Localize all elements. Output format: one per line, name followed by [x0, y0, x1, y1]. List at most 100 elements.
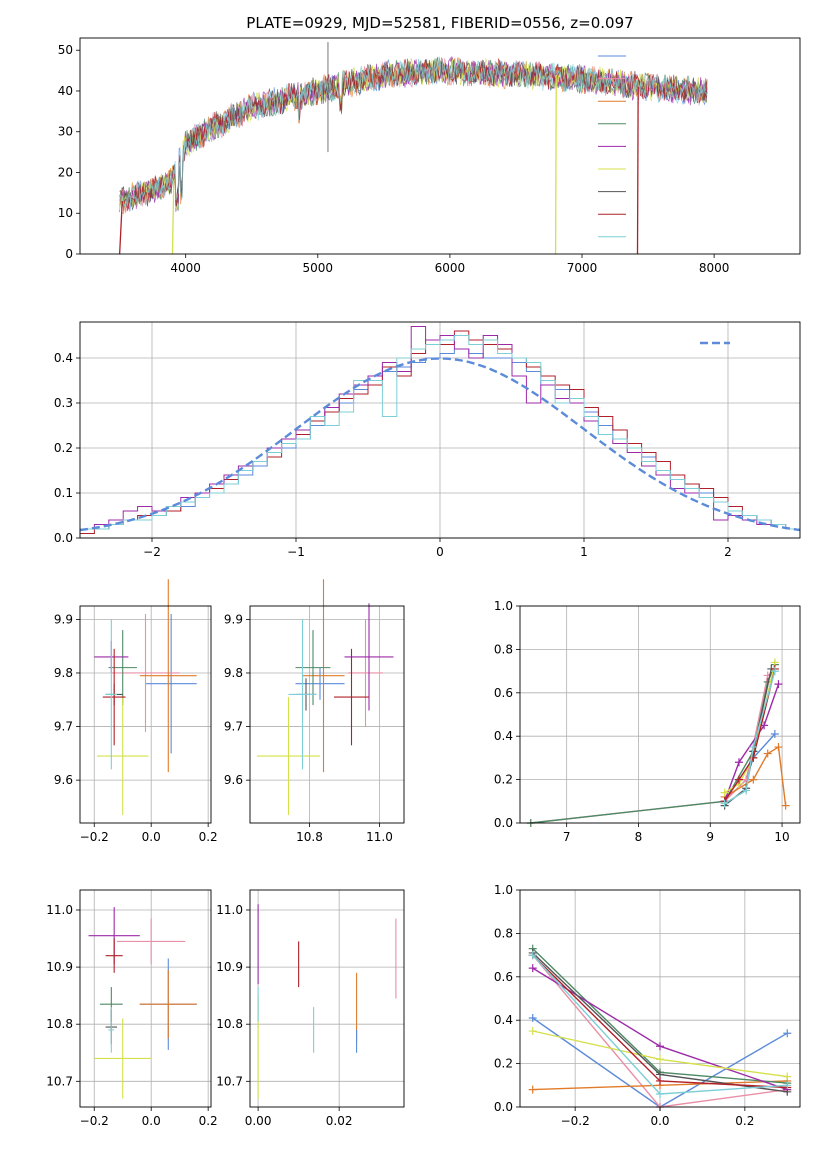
x-tick-label: −0.2 — [80, 830, 109, 844]
y-tick-label: 9.6 — [54, 773, 73, 787]
y-tick-label: 0.8 — [494, 642, 513, 656]
weight-marker — [783, 1029, 792, 1038]
x-tick-label: 0.0 — [142, 1114, 161, 1128]
weight-marker — [734, 758, 743, 767]
mass_vs_Z-plot-area — [88, 907, 197, 1099]
y-tick-label: 0.8 — [494, 926, 513, 940]
x-tick-label: 0.0 — [142, 830, 161, 844]
weight-marker — [749, 775, 758, 784]
x-tick-label: 10.8 — [296, 830, 323, 844]
spectrum-plot-area — [118, 42, 708, 255]
x-tick-label: 7 — [563, 830, 571, 844]
errorbar-chabrier_elodie — [108, 630, 137, 706]
mass_vs_ebv-frame — [249, 889, 405, 1108]
age_vs_mass-frame — [249, 605, 405, 824]
weight-line — [724, 670, 776, 805]
weight_vs_Z-axes: −0.2 0.0 0.2 0.0 0.2 0.4 0.6 0.8 1.0 — [494, 883, 801, 1128]
spectrum-title: PLATE=0929, MJD=52581, FIBERID=0556, z=0… — [246, 14, 633, 32]
residuals-panel: −2 −1 0 1 2 0.0 0.1 0.2 0.3 0.4 — [54, 321, 801, 559]
age_vs_mass-panel: 10.8 11.0 9.6 9.7 9.8 9.9 — [224, 579, 405, 844]
y-tick-label: 10.8 — [216, 1017, 243, 1031]
y-tick-label: 10.9 — [216, 960, 243, 974]
y-tick-label: 0.0 — [494, 816, 513, 830]
age_vs_Z-frame — [79, 605, 212, 824]
spectrum-axes: 4000 5000 6000 7000 8000 0 10 20 30 40 50 — [58, 37, 801, 275]
x-tick-label: 10 — [774, 830, 789, 844]
mass_vs_Z-panel: −0.2 0.0 0.2 10.7 10.8 10.9 11.0 — [46, 889, 218, 1128]
y-tick-label: 9.8 — [54, 666, 73, 680]
x-tick-label: −1 — [287, 545, 305, 559]
y-tick-label: 10.8 — [46, 1017, 73, 1031]
errorbar-salpeter_stelib — [334, 648, 369, 746]
y-tick-label: 11.0 — [216, 903, 243, 917]
spectrum-drop-salpeter_stelib — [118, 200, 123, 255]
x-tick-label: 8000 — [699, 261, 730, 275]
weight-marker — [742, 786, 751, 795]
y-tick-label: 9.9 — [54, 612, 73, 626]
x-tick-label: 0.2 — [199, 1114, 218, 1128]
x-tick-label: 0.0 — [650, 1114, 669, 1128]
errorbar-salpeter_miles — [348, 619, 383, 727]
mass_vs_ebv-panel: 0.00 0.02 10.7 10.8 10.9 11.0 — [216, 889, 405, 1128]
residuals-plot-area — [79, 326, 801, 538]
x-tick-label: 0 — [436, 545, 444, 559]
weight-marker — [656, 1089, 664, 1098]
weight-marker — [770, 730, 779, 739]
y-tick-label: 0.4 — [54, 351, 73, 365]
errorbar-salpeter_elodie — [344, 603, 394, 711]
y-tick-label: 0.4 — [494, 1013, 513, 1027]
y-tick-label: 10.7 — [216, 1074, 243, 1088]
errorbar-kroupa_miles — [139, 969, 197, 1039]
weight-marker — [770, 667, 779, 676]
weight-marker — [749, 743, 758, 752]
x-tick-label: 0.2 — [735, 1114, 754, 1128]
y-tick-label: 0.2 — [494, 1057, 513, 1071]
y-tick-label: 9.9 — [224, 612, 243, 626]
age_vs_Z-plot-area — [94, 579, 197, 815]
errorbar-kroupa_stelib — [108, 1007, 115, 1053]
x-tick-label: 0.02 — [326, 1114, 353, 1128]
weight-marker — [774, 680, 783, 689]
errorbar-salpeter_stelib — [105, 938, 123, 973]
weight-marker — [720, 788, 729, 797]
y-tick-label: 0.2 — [54, 441, 73, 455]
age_vs_mass-axes: 10.8 11.0 9.6 9.7 9.8 9.9 — [224, 605, 405, 844]
y-tick-label: 1.0 — [494, 599, 513, 613]
weight-marker — [774, 743, 783, 752]
residuals-axes: −2 −1 0 1 2 0.0 0.1 0.2 0.3 0.4 — [54, 321, 801, 559]
weight-marker — [763, 749, 772, 758]
weight-series-kroupa_elodie — [528, 1027, 792, 1081]
spectrum-drop-kroupa_elodie — [554, 74, 557, 255]
errorbar-kroupa_elodie — [257, 697, 320, 815]
weight-marker — [783, 1072, 792, 1081]
y-tick-label: 0.2 — [494, 773, 513, 787]
weight-marker — [720, 799, 729, 808]
age_vs_Z-panel: −0.2 0.0 0.2 9.6 9.7 9.8 9.9 — [54, 579, 218, 844]
weight-series-kroupa_stelib — [720, 667, 779, 808]
weight-marker — [656, 1042, 664, 1051]
x-tick-label: 0.2 — [199, 830, 218, 844]
errorbar-kroupa_stelib — [288, 619, 317, 770]
y-tick-label: 0.0 — [54, 531, 73, 545]
spectrum-frame — [79, 37, 801, 255]
weight-marker — [528, 1014, 537, 1023]
weight_vs_Z-frame — [519, 889, 801, 1108]
weight_vs_age-axes: 7 8 9 10 0.0 0.2 0.4 0.6 0.8 1.0 — [494, 599, 801, 844]
errorbar-kroupa_elodie — [97, 697, 149, 815]
x-tick-label: 1 — [580, 545, 588, 559]
x-tick-label: 11.0 — [366, 830, 393, 844]
errorbar-kroupa_miles — [302, 579, 345, 773]
weight-marker — [783, 1081, 792, 1090]
y-tick-label: 20 — [58, 165, 73, 179]
age_vs_Z-axes: −0.2 0.0 0.2 9.6 9.7 9.8 9.9 — [54, 605, 218, 844]
y-tick-label: 0.6 — [494, 970, 513, 984]
normal-curve — [79, 357, 801, 532]
x-tick-label: 6000 — [435, 261, 466, 275]
errorbar-salpeter_stelib — [102, 648, 126, 746]
weight-marker — [656, 1076, 664, 1085]
mass_vs_Z-axes: −0.2 0.0 0.2 10.7 10.8 10.9 11.0 — [46, 889, 218, 1128]
weight-marker — [528, 951, 537, 960]
errorbar-chabrier_miles — [295, 667, 345, 700]
